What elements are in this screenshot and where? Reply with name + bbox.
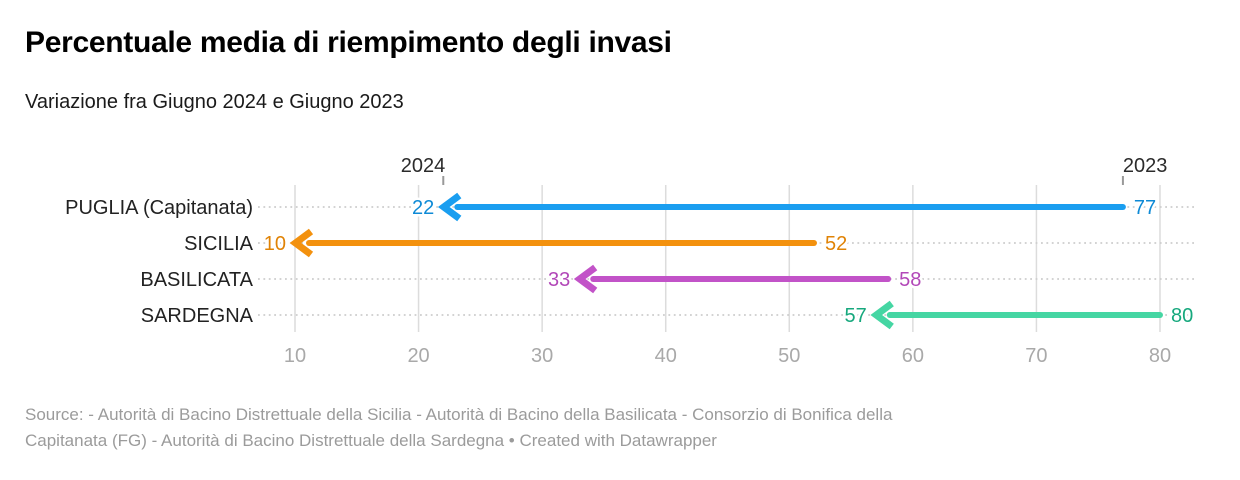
x-tick-label: 60 <box>902 345 924 367</box>
source-note: Source: - Autorità di Bacino Distrettual… <box>25 402 1205 454</box>
x-tick-label: 50 <box>778 345 800 367</box>
value-label-2023: 52 <box>825 233 847 255</box>
x-tick-label: 30 <box>531 345 553 367</box>
year-label-end: 2024 <box>401 155 446 177</box>
row-label-1: PUGLIA (Capitanata) <box>65 197 253 219</box>
x-tick-label: 10 <box>284 345 306 367</box>
x-tick-label: 40 <box>655 345 677 367</box>
value-label-2023: 77 <box>1134 197 1156 219</box>
x-tick-label: 70 <box>1025 345 1047 367</box>
arrow-head <box>870 300 894 330</box>
value-label-2023: 80 <box>1171 305 1193 327</box>
row-label-3: BASILICATA <box>140 269 253 291</box>
page-subtitle: Variazione fra Giugno 2024 e Giugno 2023 <box>25 91 404 113</box>
value-label-2024: 33 <box>548 269 570 291</box>
row-label-2: SICILIA <box>184 233 254 255</box>
x-tick-label: 80 <box>1149 345 1171 367</box>
page-title: Percentuale media di riempimento degli i… <box>25 26 672 59</box>
arrow-chart-canvas: 10 20 30 40 50 60 70 80 PUGLIA (Capitanata) 22 77 S… <box>65 155 1197 367</box>
arrow-head <box>573 264 598 294</box>
value-label-2023: 58 <box>899 269 921 291</box>
row-label-4: SARDEGNA <box>141 305 254 327</box>
x-tick-label: 20 <box>407 345 429 367</box>
year-label-start: 2023 <box>1123 155 1168 177</box>
value-label-2024: 57 <box>845 305 867 327</box>
value-label-2024: 10 <box>264 233 286 255</box>
value-label-2024: 22 <box>412 197 434 219</box>
arrow-chart: 10 20 30 40 50 60 70 80 PUGLIA (Capitanata) 22 77 S… <box>0 145 1240 380</box>
source-line-1: Source: - Autorità di Bacino Distrettual… <box>25 405 893 424</box>
source-line-2: Capitanata (FG) - Autorità di Bacino Dis… <box>25 431 717 450</box>
arrow-head <box>437 192 462 222</box>
arrow-head <box>289 228 314 258</box>
